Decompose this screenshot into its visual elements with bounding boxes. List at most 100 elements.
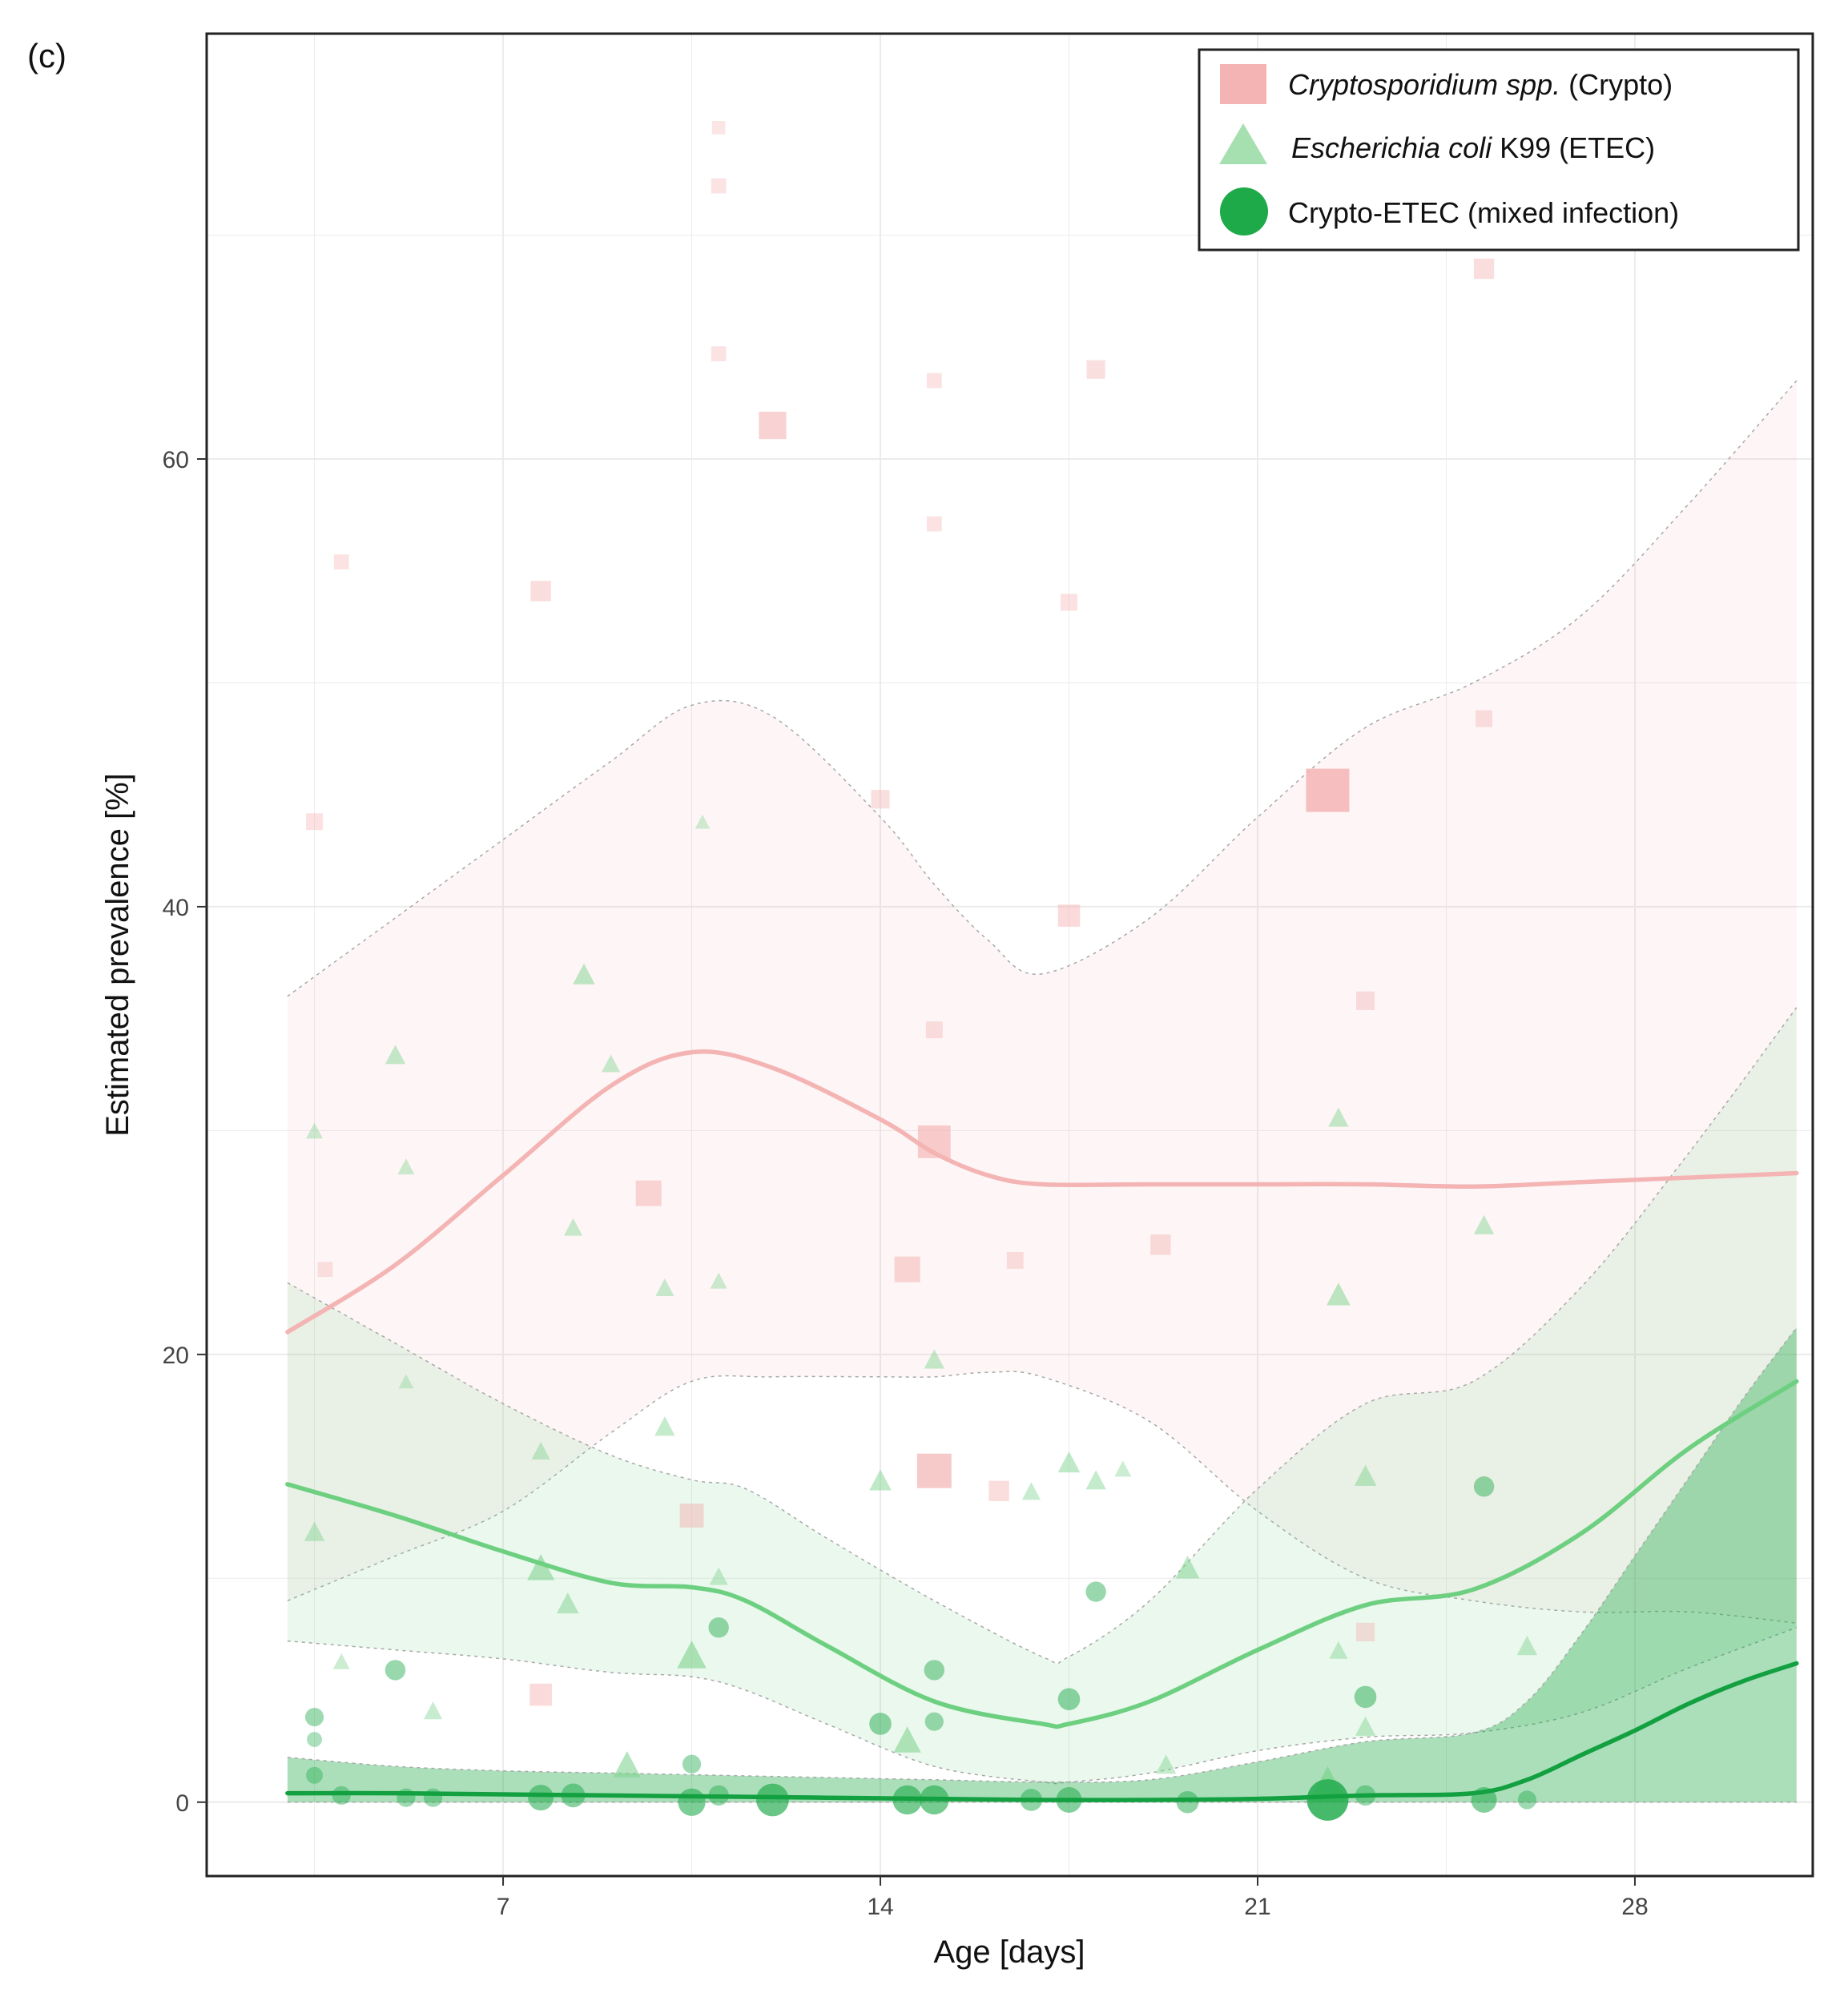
- crypto-point: [1306, 768, 1350, 812]
- etec-point: [710, 1272, 727, 1289]
- crypto-fit-line: [285, 1049, 1799, 1335]
- y-tick-label: 60: [163, 447, 189, 473]
- plot-background: [207, 34, 1813, 1876]
- data-points: [304, 121, 1538, 1821]
- etec-point: [531, 1441, 550, 1460]
- etec-point: [384, 1045, 406, 1065]
- mixed-point: [1085, 1581, 1106, 1602]
- crypto-ci-band: [287, 380, 1797, 1624]
- etec-point: [1473, 1214, 1495, 1234]
- legend-crypto-square-icon: [1220, 64, 1266, 104]
- etec-point: [1329, 1641, 1348, 1659]
- crypto-point: [306, 813, 324, 831]
- crypto-point: [926, 372, 942, 389]
- confidence-bands: [287, 380, 1798, 1803]
- legend-etec-name-rest: K99 (ETEC): [1492, 131, 1655, 164]
- etec-point: [527, 1554, 555, 1580]
- etec-point: [1328, 1107, 1349, 1127]
- crypto-point: [711, 178, 727, 194]
- x-tick-label: 28: [1621, 1894, 1648, 1920]
- etec-point: [654, 1416, 675, 1436]
- legend-crypto-name-italic: Cryptosporidium spp.: [1288, 68, 1560, 101]
- legend-mixed-label: Crypto-ETEC (mixed infection): [1288, 196, 1679, 229]
- crypto-point: [1006, 1251, 1024, 1269]
- crypto-point: [988, 1480, 1009, 1502]
- mixed-point: [708, 1617, 729, 1638]
- mixed-point: [307, 1732, 322, 1747]
- crypto-point: [1061, 594, 1078, 611]
- mixed-point: [1354, 1685, 1377, 1709]
- axis-ticks: 7 14 21 28 0 20 40 60: [163, 447, 1649, 1920]
- crypto-point: [1086, 360, 1105, 379]
- mixed-point: [1473, 1476, 1495, 1497]
- crypto-point: [759, 411, 787, 440]
- etec-point: [709, 1567, 728, 1585]
- etec-ci-upper-edge: [287, 1007, 1798, 1665]
- mixed-point: [1306, 1779, 1349, 1821]
- y-tick-label: 40: [163, 895, 189, 921]
- mixed-point: [1176, 1790, 1199, 1814]
- crypto-point: [894, 1256, 920, 1282]
- crypto-point: [1473, 258, 1495, 280]
- etec-ci-band: [287, 1007, 1797, 1784]
- legend-mixed-name: Crypto-ETEC (mixed infection): [1288, 196, 1679, 229]
- etec-point: [893, 1726, 921, 1753]
- etec-point: [306, 1122, 324, 1139]
- mixed-point: [304, 1707, 324, 1727]
- y-tick-label: 20: [163, 1343, 189, 1369]
- etec-point: [573, 963, 595, 984]
- crypto-point: [1355, 991, 1375, 1010]
- mixed-point: [423, 1788, 443, 1807]
- mixed-point: [678, 1788, 706, 1816]
- etec-point: [423, 1701, 443, 1720]
- etec-point: [556, 1592, 579, 1614]
- etec-point: [304, 1521, 325, 1541]
- crypto-point: [926, 516, 942, 532]
- crypto-point: [1057, 904, 1081, 927]
- legend: Cryptosporidium spp. (Crypto) Escherichi…: [1198, 48, 1800, 252]
- mixed-point: [924, 1660, 945, 1681]
- crypto-point: [1476, 710, 1493, 727]
- etec-point: [924, 1349, 945, 1369]
- etec-point: [1354, 1464, 1377, 1486]
- crypto-point: [711, 346, 727, 362]
- legend-mixed-circle-icon: [1220, 187, 1268, 236]
- mixed-point: [528, 1785, 554, 1811]
- legend-crypto-label: Cryptosporidium spp. (Crypto): [1288, 68, 1673, 101]
- mixed-point: [1517, 1790, 1537, 1810]
- etec-fit-line: [285, 1379, 1799, 1729]
- crypto-point: [530, 581, 551, 602]
- y-axis-title: Estimated prevalence [%]: [100, 773, 135, 1137]
- etec-point: [1175, 1556, 1200, 1579]
- plot-frame: [205, 32, 1814, 1878]
- etec-point: [655, 1278, 674, 1297]
- crypto-point: [711, 121, 726, 135]
- etec-point: [677, 1641, 707, 1669]
- legend-etec-triangle-icon: [1219, 123, 1267, 164]
- etec-point: [563, 1218, 583, 1236]
- crypto-point: [529, 1683, 552, 1706]
- crypto-point: [679, 1504, 704, 1528]
- crypto-ci-upper-edge: [287, 380, 1798, 997]
- mixed-point: [924, 1712, 944, 1731]
- crypto-point: [1355, 1622, 1375, 1641]
- x-tick-label: 14: [867, 1894, 893, 1920]
- etec-ci-lower-edge: [287, 1627, 1798, 1785]
- legend-crypto-name-rest: (Crypto): [1560, 68, 1673, 101]
- mixed-point: [332, 1786, 351, 1805]
- etec-point: [602, 1054, 621, 1073]
- etec-point: [1114, 1460, 1132, 1477]
- etec-point: [613, 1751, 641, 1778]
- etec-point: [1057, 1451, 1081, 1473]
- mixed-fit-line: [285, 1661, 1799, 1802]
- etec-point: [695, 814, 711, 829]
- mixed-point: [869, 1713, 892, 1735]
- crypto-point: [635, 1180, 662, 1206]
- crypto-point: [925, 1021, 943, 1039]
- etec-point: [397, 1158, 415, 1175]
- etec-point: [1355, 1716, 1376, 1736]
- mixed-point: [756, 1783, 789, 1817]
- mixed-point: [306, 1766, 324, 1784]
- etec-point: [1327, 1282, 1351, 1306]
